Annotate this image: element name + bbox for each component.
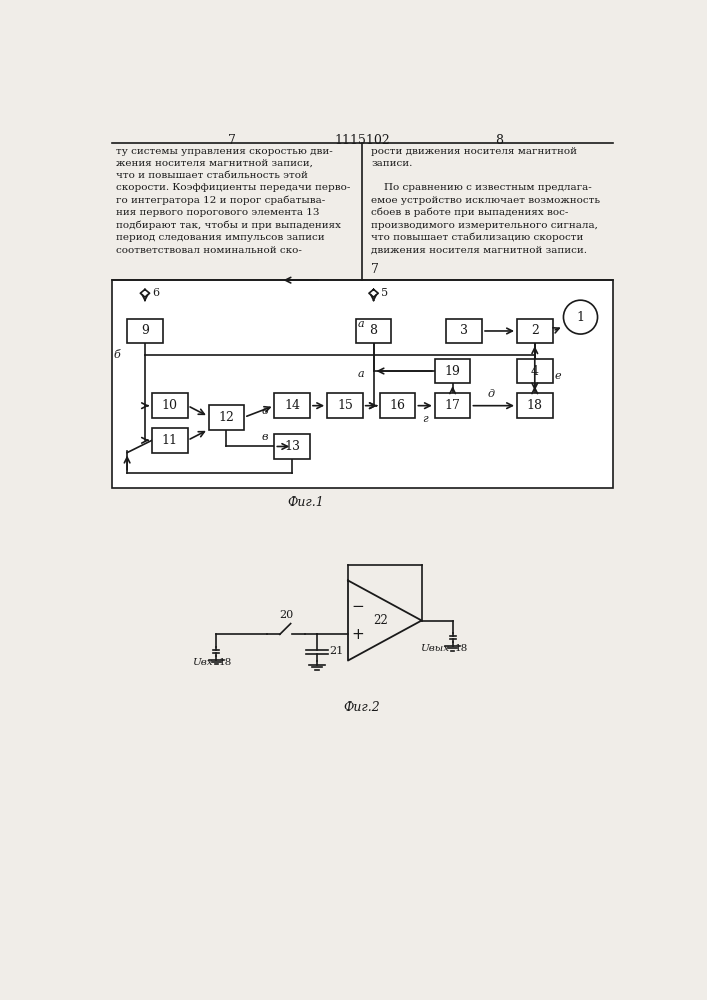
- Bar: [127, 319, 163, 343]
- Text: в: в: [262, 406, 268, 416]
- Text: 1115102: 1115102: [334, 134, 390, 147]
- Bar: [435, 359, 470, 383]
- Text: 8: 8: [495, 134, 503, 147]
- Bar: [435, 393, 470, 418]
- Bar: [517, 359, 553, 383]
- Text: г: г: [422, 414, 428, 424]
- Text: 18: 18: [455, 644, 468, 653]
- Text: 5: 5: [381, 288, 388, 298]
- Text: 7: 7: [371, 263, 379, 276]
- Text: 6: 6: [153, 288, 160, 298]
- Text: 3: 3: [460, 324, 468, 337]
- Bar: [517, 393, 553, 418]
- Text: +: +: [351, 627, 363, 642]
- Text: 8: 8: [370, 324, 378, 337]
- Text: 4: 4: [531, 365, 539, 378]
- Bar: [446, 319, 482, 343]
- Text: 15: 15: [337, 399, 353, 412]
- Text: 16: 16: [390, 399, 406, 412]
- Bar: [152, 393, 187, 418]
- Circle shape: [563, 300, 597, 334]
- Bar: [209, 405, 244, 430]
- Text: 14: 14: [284, 399, 300, 412]
- Text: 7: 7: [228, 134, 235, 147]
- Text: 18: 18: [527, 399, 543, 412]
- Text: 12: 12: [218, 411, 234, 424]
- Text: а: а: [358, 369, 364, 379]
- Bar: [274, 434, 310, 459]
- Text: −: −: [351, 599, 363, 614]
- Text: а: а: [358, 319, 364, 329]
- Text: 2: 2: [531, 324, 539, 337]
- Text: 9: 9: [141, 324, 149, 337]
- Text: рости движения носителя магнитной
записи.

    По сравнению с известным предлага: рости движения носителя магнитной записи…: [371, 147, 600, 255]
- Text: ту системы управления скоростью дви-
жения носителя магнитной записи,
что и повы: ту системы управления скоростью дви- жен…: [115, 147, 350, 255]
- Text: Фиг.2: Фиг.2: [344, 701, 380, 714]
- Bar: [152, 428, 187, 453]
- Bar: [274, 393, 310, 418]
- Text: 11: 11: [162, 434, 177, 447]
- Text: Uвых: Uвых: [420, 644, 449, 653]
- Text: 10: 10: [162, 399, 177, 412]
- Text: Фиг.1: Фиг.1: [287, 496, 324, 509]
- Text: Uвх: Uвх: [192, 658, 212, 667]
- Text: 20: 20: [279, 610, 293, 620]
- Text: в: в: [262, 432, 268, 442]
- Text: 18: 18: [218, 658, 232, 667]
- Bar: [327, 393, 363, 418]
- Text: 22: 22: [373, 614, 388, 627]
- Text: 13: 13: [284, 440, 300, 453]
- Text: 1: 1: [576, 311, 585, 324]
- Text: б: б: [114, 350, 120, 360]
- Text: е: е: [554, 371, 561, 381]
- Text: д: д: [488, 389, 495, 399]
- Text: 17: 17: [445, 399, 460, 412]
- Text: 21: 21: [329, 646, 344, 656]
- Bar: [517, 319, 553, 343]
- Bar: [380, 393, 416, 418]
- Bar: [356, 319, 392, 343]
- Bar: [112, 280, 613, 488]
- Text: 19: 19: [445, 365, 460, 378]
